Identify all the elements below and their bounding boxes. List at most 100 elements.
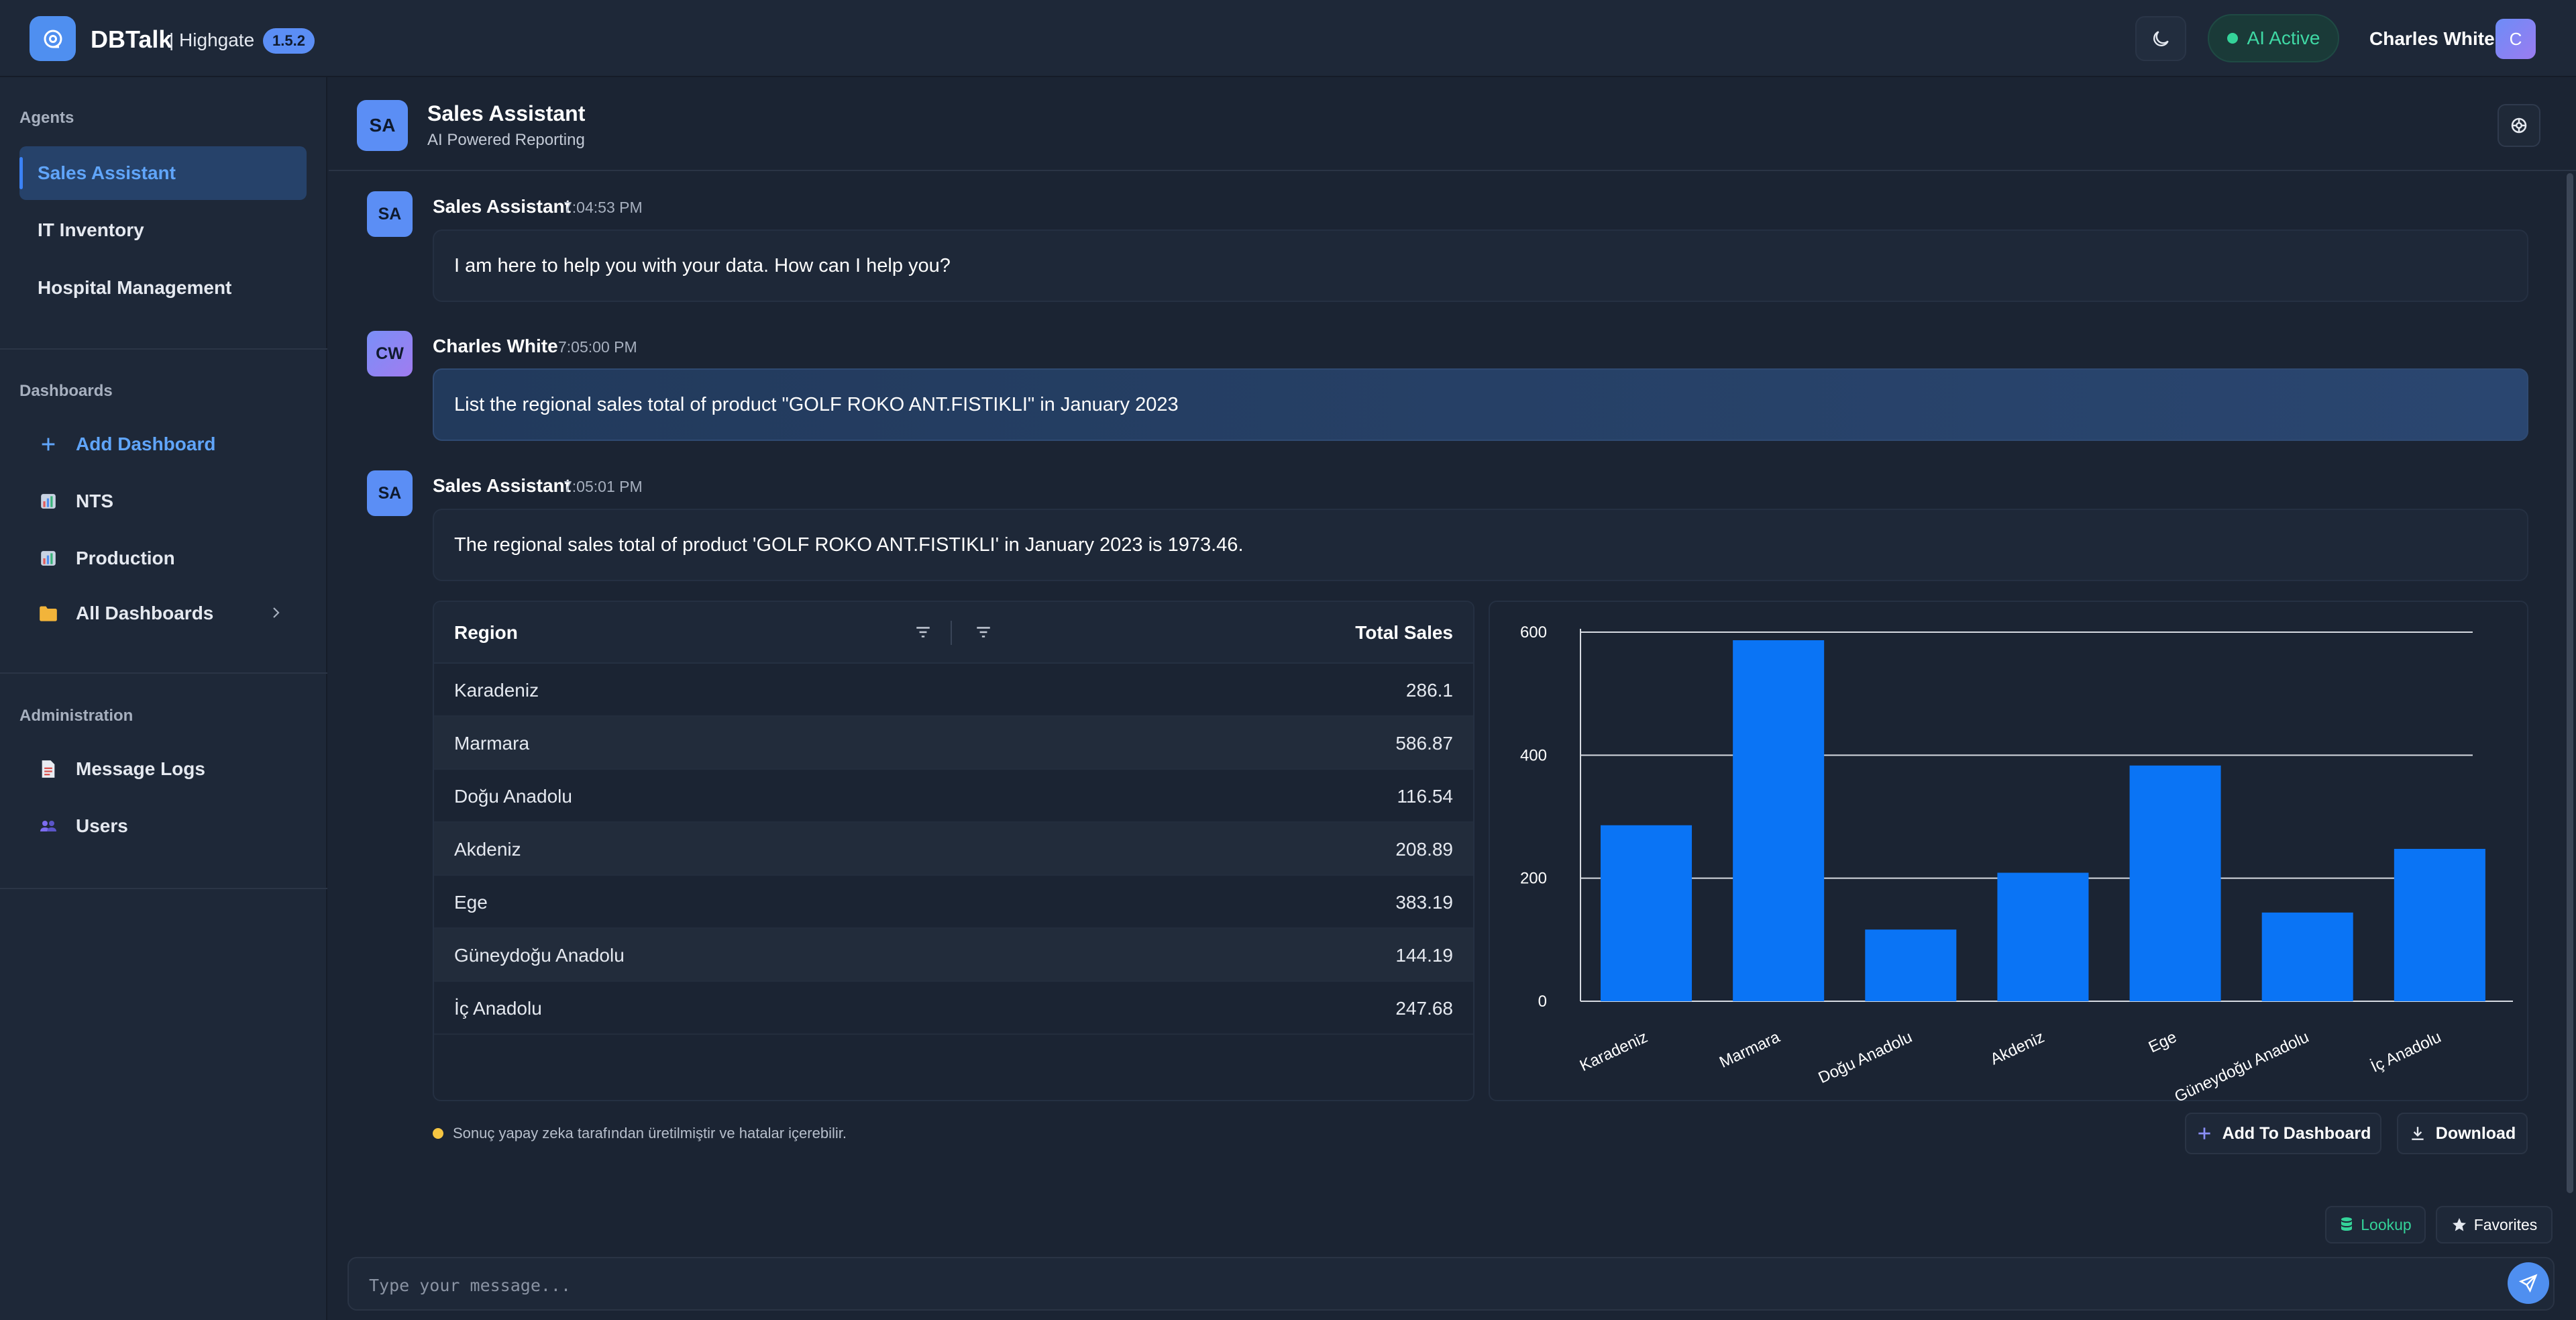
download-button[interactable]: Download	[2397, 1113, 2528, 1154]
message-bubble: I am here to help you with your data. Ho…	[433, 230, 2528, 302]
bar	[1865, 929, 1957, 1001]
x-tick-label: Akdeniz	[1988, 1028, 2047, 1069]
agent-avatar: SA	[357, 100, 408, 151]
plus-icon	[39, 435, 58, 454]
sidebar-item-label: Production	[76, 548, 175, 568]
sidebar-item-label: Users	[76, 815, 128, 836]
lookup-label: Lookup	[2361, 1215, 2412, 1233]
cell-total-sales: 286.1	[1405, 680, 1453, 701]
x-tick-label: Karadeniz	[1577, 1028, 1650, 1075]
version-badge: 1.5.2	[263, 28, 315, 54]
send-button[interactable]	[2508, 1262, 2549, 1304]
column-header-region[interactable]: Region	[454, 622, 518, 643]
cell-region: Doğu Anadolu	[454, 786, 572, 807]
warning-dot-icon	[433, 1128, 443, 1139]
administration-section-title: Administration	[19, 707, 133, 725]
message-bubble: The regional sales total of product 'GOL…	[433, 509, 2528, 581]
ai-status-label: AI Active	[2247, 28, 2320, 48]
filter-icon[interactable]	[914, 623, 932, 646]
sidebar-item-message-logs[interactable]: Message Logs	[19, 742, 307, 796]
sidebar-item-label: Sales Assistant	[38, 162, 176, 183]
header-separator	[951, 621, 952, 645]
cell-region: Karadeniz	[454, 680, 539, 701]
settings-icon	[2511, 117, 2527, 134]
add-dashboard-button[interactable]: Add Dashboard	[19, 417, 307, 471]
chat-scrollbar[interactable]	[2567, 173, 2573, 1193]
table-row: İç Anadolu 247.68	[434, 982, 1473, 1035]
app-name: DBTalk	[91, 26, 172, 53]
column-header-total-sales[interactable]: Total Sales	[1355, 622, 1453, 643]
favorites-label: Favorites	[2473, 1215, 2538, 1233]
cell-region: Ege	[454, 892, 488, 913]
chart-icon	[39, 492, 58, 511]
y-tick-label: 0	[1538, 993, 1547, 1011]
dashboards-section-title: Dashboards	[19, 382, 113, 400]
message-avatar: SA	[367, 191, 413, 237]
sidebar-item-label: Add Dashboard	[76, 434, 216, 454]
sidebar-item-sales-assistant[interactable]: Sales Assistant	[19, 146, 307, 200]
y-tick-label: 200	[1520, 870, 1547, 888]
ai-status-badge: AI Active	[2208, 14, 2339, 62]
message-author: Sales Assistant	[433, 475, 571, 496]
sidebar-item-hospital-management[interactable]: Hospital Management	[19, 261, 307, 315]
sidebar-item-production[interactable]: Production	[19, 531, 307, 585]
agent-title: Sales Assistant	[427, 101, 586, 125]
cell-total-sales: 586.87	[1395, 733, 1453, 754]
status-dot-icon	[2226, 33, 2238, 44]
plus-icon	[2198, 1127, 2210, 1139]
user-avatar[interactable]: C	[2496, 19, 2536, 59]
bar-chart-svg: 0 200 400 600 Karadeniz Marmara Doğu Anadolu Ak…	[1520, 623, 2513, 1106]
sidebar-item-nts[interactable]: NTS	[19, 474, 307, 528]
cell-region: İç Anadolu	[454, 998, 542, 1019]
y-tick-label: 600	[1520, 623, 1547, 642]
bar	[1997, 872, 2089, 1001]
sidebar-divider	[0, 888, 327, 889]
user-name[interactable]: Charles White	[2369, 28, 2495, 49]
app-logo[interactable]	[30, 16, 76, 61]
download-icon	[2412, 1127, 2424, 1140]
table-row: Karadeniz 286.1	[434, 664, 1473, 717]
y-tick-label: 400	[1520, 746, 1547, 764]
message-avatar: CW	[367, 331, 413, 376]
agent-settings-button[interactable]	[2498, 104, 2540, 147]
message-input[interactable]	[369, 1270, 2449, 1300]
lookup-button[interactable]: Lookup	[2325, 1206, 2426, 1243]
message-text: I am here to help you with your data. Ho…	[454, 254, 951, 276]
cell-region: Güneydoğu Anadolu	[454, 945, 625, 966]
button-label: Add To Dashboard	[2222, 1123, 2371, 1143]
folder-icon	[39, 604, 58, 623]
bar	[1601, 825, 1693, 1001]
theme-toggle-button[interactable]	[2135, 16, 2186, 61]
add-to-dashboard-button[interactable]: Add To Dashboard	[2185, 1113, 2381, 1154]
message-text: The regional sales total of product 'GOL…	[454, 534, 1244, 556]
bar	[2261, 912, 2353, 1001]
database-icon	[2341, 1217, 2353, 1231]
users-icon	[39, 817, 58, 835]
sidebar-item-users[interactable]: Users	[19, 799, 307, 853]
message-author: Sales Assistant	[433, 196, 571, 217]
sidebar-item-label: Message Logs	[76, 758, 205, 779]
top-bar: DBTalk | Highgate 1.5.2 AI Active Charle…	[0, 0, 2576, 77]
cell-region: Marmara	[454, 733, 530, 754]
x-tick-label: Doğu Anadolu	[1816, 1028, 1915, 1087]
workspace-name: | Highgate	[169, 30, 255, 50]
moon-icon	[2153, 30, 2169, 46]
sidebar-item-label: Hospital Management	[38, 277, 232, 298]
bar	[1733, 640, 1825, 1001]
x-tick-label: Ege	[2146, 1028, 2180, 1057]
message-avatar: SA	[367, 470, 413, 516]
agent-subtitle: AI Powered Reporting	[427, 131, 585, 149]
table-row: Güneydoğu Anadolu 144.19	[434, 929, 1473, 982]
sidebar-item-it-inventory[interactable]: IT Inventory	[19, 203, 307, 257]
bar	[2129, 765, 2221, 1001]
cell-total-sales: 208.89	[1395, 839, 1453, 860]
document-icon	[39, 760, 58, 778]
cell-total-sales: 144.19	[1395, 945, 1453, 966]
favorites-button[interactable]: Favorites	[2436, 1206, 2553, 1243]
sidebar-divider	[0, 348, 327, 350]
star-icon	[2452, 1218, 2466, 1231]
sidebar-divider	[0, 672, 327, 674]
sidebar-item-all-dashboards[interactable]: All Dashboards	[19, 587, 307, 640]
filter-icon[interactable]	[974, 623, 993, 646]
x-tick-label: Marmara	[1717, 1028, 1783, 1072]
